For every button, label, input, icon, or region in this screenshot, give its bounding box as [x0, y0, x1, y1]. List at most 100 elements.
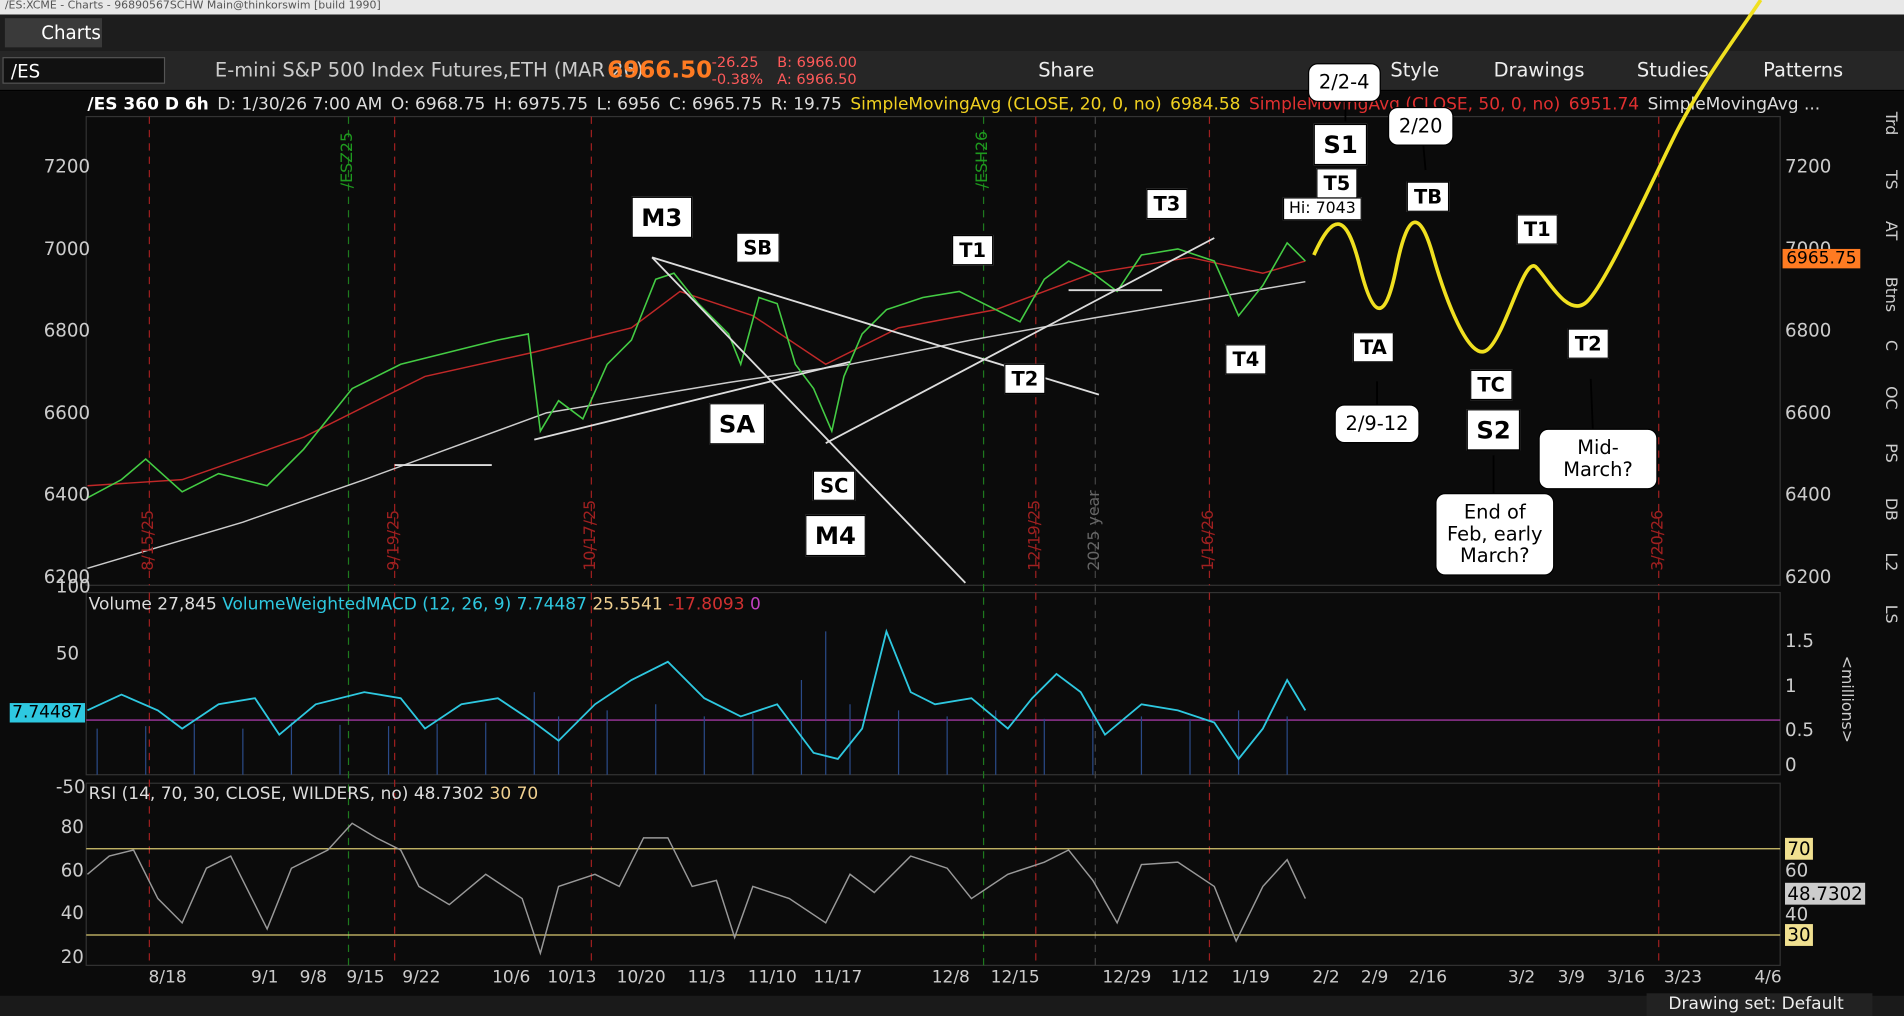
sidebar-tab[interactable]: L2	[1880, 552, 1900, 572]
high: H: 6975.75	[493, 94, 589, 115]
sma200-line	[87, 280, 1306, 569]
date-label: 3/16	[1606, 967, 1646, 988]
price-tick-label: 6200	[43, 565, 91, 588]
annotation: T1	[951, 234, 994, 266]
rsi-oversold: 30	[489, 784, 512, 804]
pane-borders	[85, 115, 1781, 966]
date-label: 9/1	[251, 967, 279, 988]
annotation: SC	[812, 470, 856, 501]
rsi-right-label: 40	[1785, 903, 1809, 926]
annotation: S2	[1466, 409, 1521, 451]
price-tick-label: 6400	[43, 483, 91, 506]
date-label: 3/23	[1663, 967, 1703, 988]
period-label: 10/17/25	[581, 499, 600, 571]
sidebar-tab[interactable]: AT	[1880, 221, 1900, 241]
volume-label: Volume	[88, 595, 152, 615]
bar-date: D: 1/30/26 7:00 AM	[217, 94, 383, 115]
annotation: 2/2-4	[1307, 63, 1381, 103]
charts-tab[interactable]: Charts	[4, 18, 103, 48]
scrollbar[interactable]	[0, 995, 1904, 1016]
period-label: 8/15/25	[139, 509, 158, 571]
annotation: TC	[1470, 369, 1513, 401]
period-label: 3/20/26	[1649, 509, 1668, 571]
annotation: 2/9-12	[1334, 404, 1420, 444]
rsi-right-label: 70	[1785, 837, 1814, 860]
annotation: M3	[631, 196, 693, 239]
sidebar-tab[interactable]: OC	[1880, 386, 1900, 410]
last-price: 6966.50	[607, 57, 713, 84]
macd-diff: -17.8093	[668, 595, 745, 615]
price-tick-label: 6200	[1785, 565, 1832, 588]
rsi-right-label: 30	[1785, 924, 1814, 946]
macd-line	[87, 628, 1307, 761]
annotation: T1	[1516, 214, 1558, 245]
drawings-button[interactable]: Drawings	[1493, 58, 1585, 82]
date-label: 9/22	[402, 967, 441, 988]
volume-unit: <millions>	[1837, 655, 1856, 743]
price-tick-label: 6400	[1785, 483, 1832, 506]
rsi-right-label: 60	[1785, 859, 1809, 882]
rsi-line	[86, 822, 1307, 956]
sidebar-tab[interactable]: Trd	[1880, 111, 1900, 136]
price-tick-label: 7000	[43, 237, 91, 260]
studies-button[interactable]: Studies	[1636, 58, 1709, 82]
tab-bar: Charts	[0, 14, 1904, 52]
toolbar: /ES E-mini S&P 500 Index Futures,ETH (MA…	[0, 51, 1904, 92]
period-label: 12/19/25	[1026, 499, 1045, 571]
period-label: 2025 year	[1085, 490, 1104, 571]
symbol-input[interactable]: /ES	[2, 57, 166, 84]
style-button[interactable]: Style	[1390, 58, 1440, 82]
sidebar-tab[interactable]: PS	[1880, 443, 1900, 463]
rsi-tick-label: 40	[60, 902, 84, 925]
volume-tick-label: 0.5	[1785, 718, 1814, 741]
date-label: 9/8	[299, 967, 327, 988]
rsi-tick-label: 60	[60, 859, 84, 882]
annotation: TB	[1406, 181, 1450, 212]
date-label: 10/6	[492, 967, 531, 988]
rsi-header: RSI (14, 70, 30, CLOSE, WILDERS, no) 48.…	[89, 784, 539, 803]
volume-header: Volume 27,845 VolumeWeightedMACD (12, 26…	[89, 595, 761, 614]
sma50-value: 6951.74	[1568, 94, 1640, 115]
low: L: 6956	[596, 94, 661, 115]
volume-value: 27,845	[157, 595, 217, 615]
annotation: T2	[1004, 363, 1046, 395]
annotation: Mid-March?	[1538, 428, 1658, 490]
macd-zero: 0	[749, 595, 761, 615]
price-line	[87, 241, 1306, 499]
date-label: 2/16	[1408, 967, 1448, 988]
rsi-value: 48.7302	[413, 784, 485, 804]
drawing-set[interactable]: Drawing set: Default	[1646, 993, 1873, 1016]
sidebar-tab[interactable]: TS	[1880, 170, 1900, 190]
date-label: 10/20	[616, 967, 666, 988]
annotation: Hi: 7043	[1282, 197, 1362, 221]
date-label: 1/12	[1170, 967, 1210, 988]
instrument-description: E-mini S&P 500 Index Futures,ETH (MAR 26…	[214, 58, 644, 82]
annotation: 2/20	[1387, 106, 1454, 146]
annotation: T3	[1146, 188, 1188, 220]
sidebar-tab[interactable]: DB	[1880, 497, 1900, 521]
macd-tick-label: 100	[55, 575, 91, 598]
rsi-tick-label: 20	[60, 945, 84, 968]
date-label: 10/13	[547, 967, 597, 988]
bid: B: 6966.00	[777, 53, 857, 71]
rsi-tick-label: 80	[60, 816, 84, 839]
volume-tick-label: 1	[1785, 675, 1797, 698]
share-button[interactable]: Share	[1038, 58, 1095, 82]
sidebar-tab[interactable]: LS	[1880, 604, 1900, 624]
sma20-value: 6984.58	[1170, 94, 1241, 115]
annotation: SA	[709, 403, 765, 445]
chart-spec: /ES 360 D 6h	[87, 94, 209, 115]
sma50-line	[87, 256, 1306, 487]
date-label: 2/9	[1360, 967, 1389, 988]
date-label: 12/29	[1102, 967, 1152, 988]
sidebar-tab[interactable]: Btns	[1880, 276, 1900, 313]
date-label: 12/8	[931, 967, 970, 988]
forecast-path	[1312, 0, 1763, 354]
period-label: 1/16/26	[1199, 509, 1218, 571]
price-tick-label: 6600	[43, 401, 91, 424]
sidebar-tab[interactable]: C	[1880, 340, 1900, 352]
patterns-button[interactable]: Patterns	[1763, 58, 1844, 82]
